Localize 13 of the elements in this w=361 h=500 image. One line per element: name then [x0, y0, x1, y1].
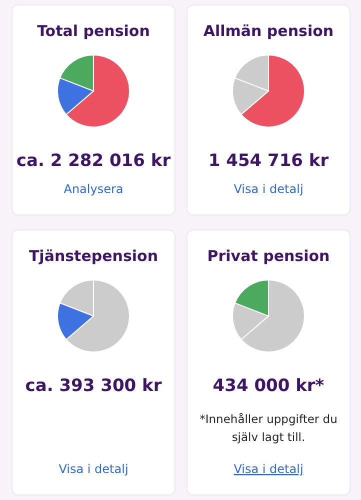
text: Analysera [64, 182, 124, 196]
chart-title: Privat pension [207, 247, 330, 265]
text: Visa i detalj [234, 462, 304, 476]
text: 1 454 716 kr [208, 151, 330, 171]
text: *Innehåller uppgifter du själv lagt till. [200, 412, 338, 444]
text: ca. 393 300 kr [25, 376, 162, 396]
text: Visa i detalj [58, 462, 128, 476]
chart-title: Allmän pension [203, 22, 334, 40]
text: ca. 2 282 016 kr [16, 151, 172, 171]
text: Visa i detalj [234, 182, 304, 196]
chart-title: Total pension [37, 22, 150, 40]
chart-title: Tjänstepension [28, 247, 158, 265]
text: 434 000 kr* [212, 376, 324, 396]
